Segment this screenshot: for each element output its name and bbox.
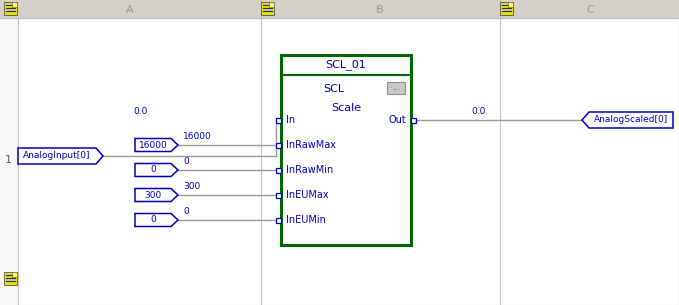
Text: 0: 0 [183, 207, 189, 216]
Text: SCL_01: SCL_01 [326, 59, 367, 70]
Bar [261, 2, 274, 15]
Text: InEUMin: InEUMin [286, 215, 326, 225]
Text: 1: 1 [5, 155, 12, 165]
Bar [12, 272, 17, 277]
Text: 0.0: 0.0 [472, 107, 486, 116]
Text: SCL: SCL [323, 84, 344, 94]
Polygon shape [582, 112, 673, 128]
Text: In: In [286, 115, 295, 125]
Text: B: B [376, 5, 384, 15]
Bar [0, 0, 679, 18]
Text: InRawMin: InRawMin [286, 165, 333, 175]
Text: 0: 0 [150, 216, 156, 224]
Bar [276, 142, 281, 148]
Text: 300: 300 [183, 182, 200, 191]
Bar [500, 2, 513, 15]
Text: 0.0: 0.0 [133, 107, 147, 116]
Polygon shape [18, 148, 103, 164]
Text: ...: ... [392, 84, 399, 92]
Text: InRawMax: InRawMax [286, 140, 336, 150]
Text: 16000: 16000 [183, 132, 212, 141]
Bar [508, 2, 513, 7]
Text: C: C [586, 5, 594, 15]
Text: AnalogScaled[0]: AnalogScaled[0] [594, 116, 668, 124]
Polygon shape [135, 163, 178, 177]
Text: 16000: 16000 [139, 141, 168, 149]
Bar [12, 2, 17, 7]
Text: 0: 0 [150, 166, 156, 174]
Text: 300: 300 [145, 191, 162, 199]
Text: Out: Out [388, 115, 406, 125]
Bar [387, 82, 405, 94]
Bar [276, 117, 281, 123]
Bar [269, 2, 274, 7]
Polygon shape [135, 214, 178, 227]
Text: A: A [126, 5, 134, 15]
Text: AnalogInput[0]: AnalogInput[0] [23, 152, 91, 160]
Bar [276, 217, 281, 223]
Bar [276, 167, 281, 173]
Text: Scale: Scale [331, 103, 361, 113]
Bar [276, 192, 281, 198]
Text: InEUMax: InEUMax [286, 190, 329, 200]
Bar [4, 2, 17, 15]
Polygon shape [135, 138, 178, 152]
Text: 0: 0 [183, 157, 189, 166]
Polygon shape [135, 188, 178, 202]
Bar [4, 272, 17, 285]
Bar [411, 117, 416, 123]
Bar [281, 55, 411, 245]
